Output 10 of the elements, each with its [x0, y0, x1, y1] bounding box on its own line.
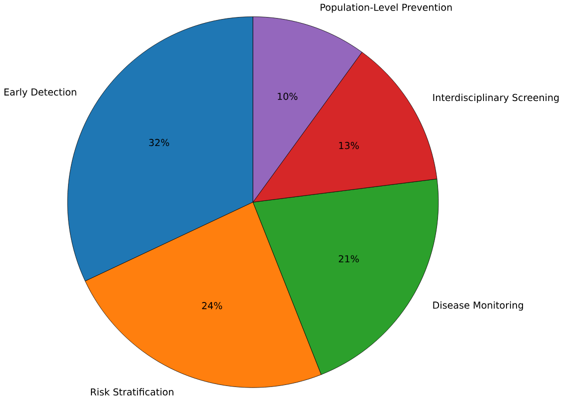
data-label: 24% [202, 302, 222, 310]
slice-label: Disease Monitoring [433, 301, 523, 311]
data-label: 10% [278, 92, 298, 100]
data-label: 32% [149, 138, 170, 146]
slice-label: Interdisciplinary Screening [433, 94, 559, 103]
data-label: 21% [338, 255, 359, 262]
data-label: 13% [339, 142, 359, 150]
slice-label: Population-Level Prevention [320, 3, 452, 13]
slice-label: Risk Stratification [90, 388, 174, 396]
slice-label: Early Detection [4, 88, 76, 98]
